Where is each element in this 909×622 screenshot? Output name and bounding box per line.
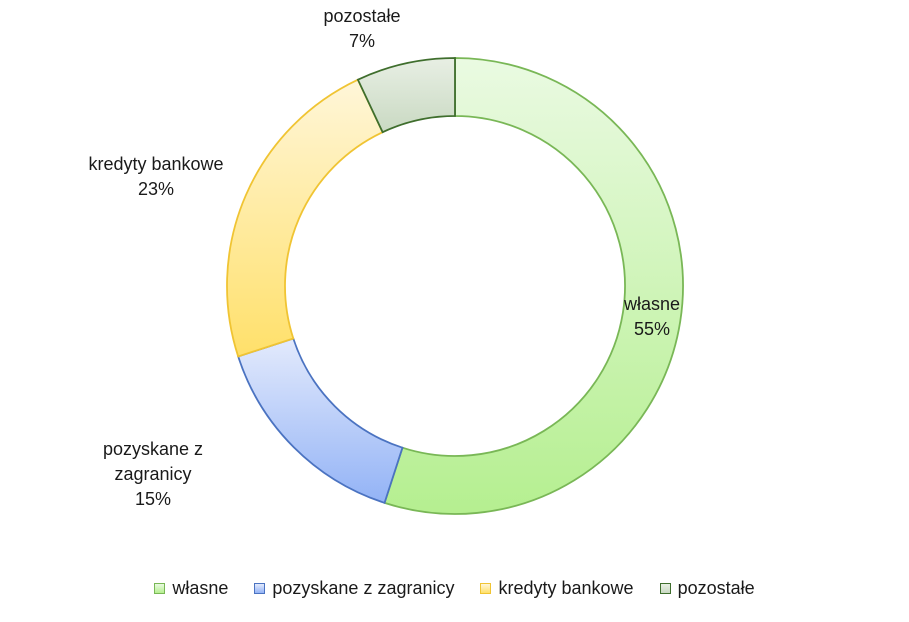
data-label-line: własne [623,294,680,314]
data-label-line: pozostałe [323,6,400,26]
slice-pozyskane-z-zagranicy [237,337,404,504]
data-label-line: 7% [349,31,375,51]
chart-legend: własne pozyskane z zagranicy kredyty banko… [0,578,909,599]
legend-swatch [659,583,671,594]
legend-swatch [480,583,492,594]
legend-item-wlasne: własne [154,578,228,599]
legend-item-kredyty-bankowe: kredyty bankowe [480,578,634,599]
slice-wlasne [383,57,684,515]
data-label-wlasne: własne 55% [623,294,680,339]
slice-pozostale [356,57,456,134]
data-label-pozyskane-z-zagranicy: pozyskane z zagranicy 15% [103,439,203,509]
legend-item-pozyskane-z-zagranicy: pozyskane z zagranicy [254,578,454,599]
data-label-line: 55% [634,319,670,339]
legend-label: pozostałe [677,578,755,598]
data-label-line: kredyty bankowe [88,154,223,174]
data-label-pozostale: pozostałe 7% [323,6,400,51]
data-label-line: zagranicy [114,464,191,484]
legend-swatch [254,583,266,594]
legend-label: pozyskane z zagranicy [272,578,455,598]
legend-label: kredyty bankowe [498,578,634,598]
legend-label: własne [172,578,229,598]
slice-kredyty-bankowe [226,78,384,358]
data-label-line: pozyskane z [103,439,203,459]
legend-item-pozostale: pozostałe [659,578,755,599]
data-label-line: 23% [138,179,174,199]
data-label-kredyty-bankowe: kredyty bankowe 23% [88,154,223,199]
data-label-line: 15% [135,489,171,509]
legend-swatch [154,583,166,594]
